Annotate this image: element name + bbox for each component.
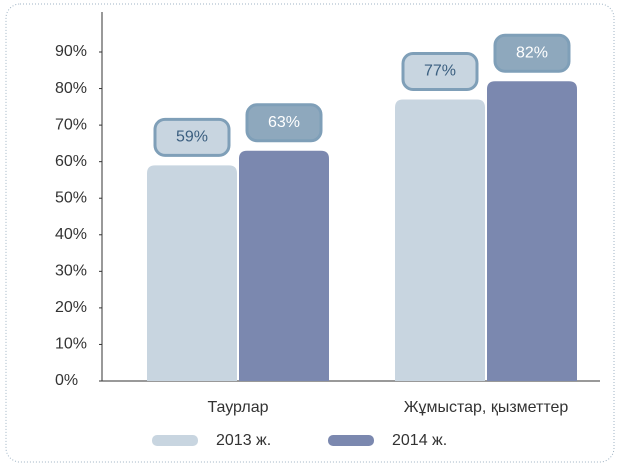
value-label: 63%: [268, 114, 300, 131]
value-label-box: [401, 52, 479, 92]
y-tick-label: 90%: [55, 43, 87, 60]
bar: [239, 150, 329, 381]
value-label: 59%: [176, 129, 208, 146]
x-tick-label: Жұмыстар, қызметтер: [404, 399, 569, 416]
y-tick-label: 30%: [55, 263, 87, 280]
value-label-box: [493, 33, 571, 73]
value-label: 77%: [424, 63, 456, 80]
y-tick-label: 70%: [55, 116, 87, 133]
bar: [487, 81, 577, 381]
legend-swatch: [152, 435, 198, 446]
bar: [147, 165, 237, 381]
value-label-box: [245, 103, 323, 143]
y-tick-label: 40%: [55, 226, 87, 243]
x-tick-label: Таурлар: [207, 399, 268, 416]
y-tick-label: 20%: [55, 299, 87, 316]
legend-label: 2014 ж.: [392, 432, 447, 449]
y-tick-label: 10%: [55, 336, 87, 353]
y-tick-label: 80%: [55, 80, 87, 97]
value-label-box: [153, 117, 231, 157]
value-label: 82%: [516, 44, 548, 61]
legend-swatch: [328, 435, 374, 446]
legend-label: 2013 ж.: [216, 432, 271, 449]
y-tick-label: 0%: [55, 372, 78, 389]
bar: [395, 99, 485, 382]
y-tick-label: 50%: [55, 189, 87, 206]
y-tick-label: 60%: [55, 153, 87, 170]
